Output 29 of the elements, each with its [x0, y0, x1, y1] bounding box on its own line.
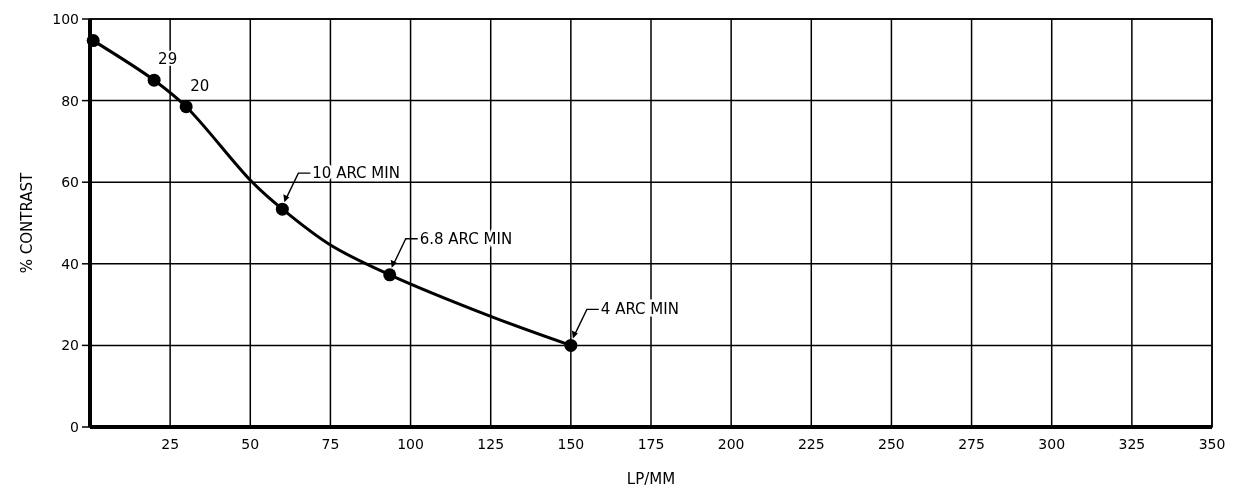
point [564, 338, 578, 352]
x-tick-label: 250 [878, 436, 905, 452]
x-axis-title: LP/MM [626, 470, 676, 488]
y-axis-title: % CONTRAST [18, 171, 36, 274]
point [86, 34, 100, 48]
x-tick-label: 100 [397, 436, 424, 452]
point [147, 73, 161, 87]
x-tick-label: 325 [1118, 436, 1146, 452]
point [179, 100, 193, 114]
x-tick-label: 125 [477, 436, 505, 452]
x-tick-label: 350 [1198, 436, 1226, 452]
x-tick-label: 75 [321, 436, 340, 452]
y-tick-label: 0 [70, 419, 79, 435]
annotation: 20 [190, 76, 210, 95]
y-tick-label: 80 [61, 92, 79, 109]
x-tick-label: 275 [958, 436, 985, 452]
x-tick-label: 50 [241, 436, 260, 452]
y-tick-label: 60 [61, 174, 79, 191]
point [275, 202, 289, 216]
x-tick-label: 225 [797, 436, 825, 452]
x-tick-label: 200 [717, 436, 745, 452]
x-tick-label: 300 [1038, 436, 1066, 452]
x-tick-label: 25 [161, 436, 180, 452]
x-tick-label: 175 [637, 436, 665, 452]
y-tick-label: 20 [61, 337, 79, 354]
y-tick-label: 40 [61, 255, 79, 272]
x-tick-label: 150 [557, 436, 585, 452]
y-tick-label: 100 [52, 11, 79, 27]
point [383, 268, 397, 282]
